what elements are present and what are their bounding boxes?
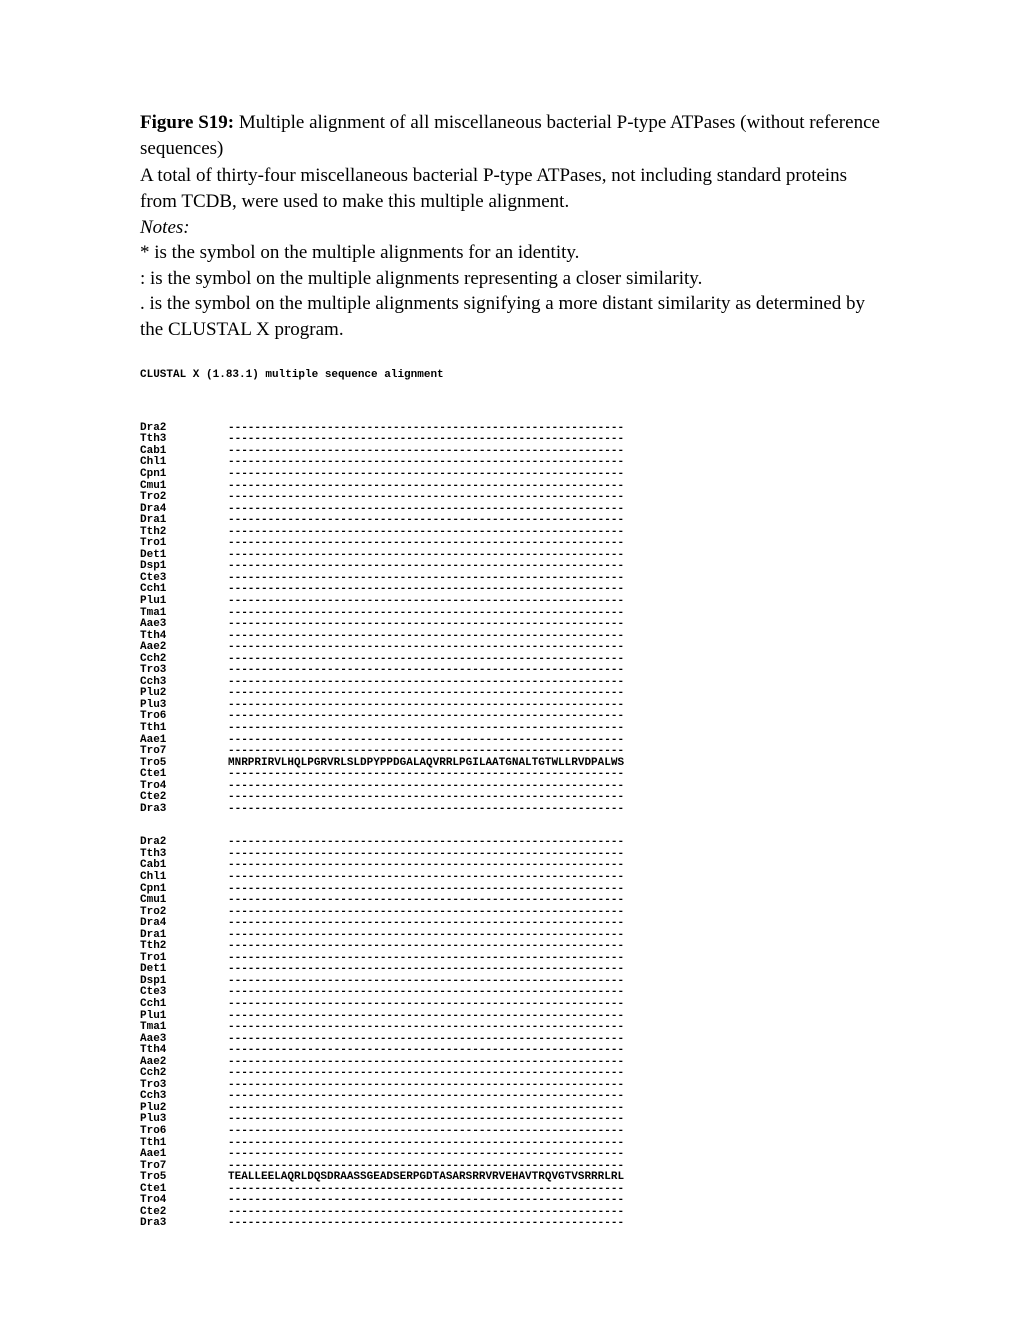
alignment-row-sequence: ----------------------------------------… — [228, 596, 624, 608]
alignment-row-label: Chl1 — [140, 872, 228, 884]
alignment-row: Aae1------------------------------------… — [140, 1149, 880, 1161]
alignment-row: Dra1------------------------------------… — [140, 515, 880, 527]
alignment-row: Dra4------------------------------------… — [140, 918, 880, 930]
alignment-row-sequence: ----------------------------------------… — [228, 515, 624, 527]
alignment-row-label: Cch1 — [140, 999, 228, 1011]
alignment-row-label: Dra1 — [140, 515, 228, 527]
alignment-row: Aae3------------------------------------… — [140, 619, 880, 631]
alignment-row-label: Plu1 — [140, 596, 228, 608]
figure-title: Figure S19: Multiple alignment of all mi… — [140, 110, 880, 161]
alignment-row-sequence: ----------------------------------------… — [228, 999, 624, 1011]
alignment-row: Tro7------------------------------------… — [140, 746, 880, 758]
alignment-block-gap — [140, 401, 880, 423]
alignment-row-label: Tma1 — [140, 1022, 228, 1034]
alignment-row-sequence: ----------------------------------------… — [228, 469, 624, 481]
figure-description: A total of thirty-four miscellaneous bac… — [140, 163, 880, 214]
alignment-row: Plu1------------------------------------… — [140, 596, 880, 608]
note-dot: . is the symbol on the multiple alignmen… — [140, 291, 880, 342]
alignment-row: Tma1------------------------------------… — [140, 1022, 880, 1034]
alignment-row-label: Tro6 — [140, 1126, 228, 1138]
alignment-row-sequence: ----------------------------------------… — [228, 1218, 624, 1230]
alignment-row-sequence: ----------------------------------------… — [228, 895, 624, 907]
alignment-row: Dra3------------------------------------… — [140, 804, 880, 816]
note-colon: : is the symbol on the multiple alignmen… — [140, 266, 880, 292]
alignment-row: Cpn1------------------------------------… — [140, 469, 880, 481]
alignment-row-label: Aae3 — [140, 619, 228, 631]
alignment-row-label: Dra4 — [140, 918, 228, 930]
alignment-row: Dra3------------------------------------… — [140, 1218, 880, 1230]
alignment-row-sequence: ----------------------------------------… — [228, 769, 624, 781]
alignment-row-sequence: ----------------------------------------… — [228, 642, 624, 654]
figure-label: Figure S19: — [140, 112, 234, 133]
alignment-row-sequence: ----------------------------------------… — [228, 1149, 624, 1161]
alignment-row-label: Tro2 — [140, 492, 228, 504]
alignment-row-label: Cte1 — [140, 769, 228, 781]
alignment-row-sequence: ----------------------------------------… — [228, 723, 624, 735]
alignment-row-label: Tth1 — [140, 723, 228, 735]
alignment-row-sequence: ----------------------------------------… — [228, 746, 624, 758]
notes-label: Notes: — [140, 215, 880, 241]
alignment-block: Dra2------------------------------------… — [140, 401, 880, 1230]
alignment-row: Tro2------------------------------------… — [140, 492, 880, 504]
alignment-row: Tth1------------------------------------… — [140, 723, 880, 735]
note-star: * is the symbol on the multiple alignmen… — [140, 240, 880, 266]
alignment-row: Tro6------------------------------------… — [140, 1126, 880, 1138]
alignment-block-gap — [140, 815, 880, 837]
alignment-row: Aae2------------------------------------… — [140, 642, 880, 654]
alignment-row-label: Tro7 — [140, 746, 228, 758]
alignment-row-sequence: ----------------------------------------… — [228, 492, 624, 504]
figure-title-rest: Multiple alignment of all miscellaneous … — [140, 112, 880, 159]
clustal-program-line: CLUSTAL X (1.83.1) multiple sequence ali… — [140, 369, 880, 381]
alignment-row-sequence: ----------------------------------------… — [228, 1126, 624, 1138]
alignment-row: Cmu1------------------------------------… — [140, 895, 880, 907]
alignment-row-label: Aae2 — [140, 642, 228, 654]
alignment-row: Cch1------------------------------------… — [140, 999, 880, 1011]
alignment-row-label: Cpn1 — [140, 469, 228, 481]
alignment-row-sequence: ----------------------------------------… — [228, 872, 624, 884]
alignment-row-sequence: ----------------------------------------… — [228, 1022, 624, 1034]
alignment-row: Chl1------------------------------------… — [140, 872, 880, 884]
alignment-row-sequence: ----------------------------------------… — [228, 804, 624, 816]
alignment-row: Cte1------------------------------------… — [140, 769, 880, 781]
alignment-row-label: Dra3 — [140, 804, 228, 816]
alignment-row-label: Aae1 — [140, 1149, 228, 1161]
alignment-row-sequence: ----------------------------------------… — [228, 918, 624, 930]
alignment-row-sequence: ----------------------------------------… — [228, 619, 624, 631]
alignment-row-label: Cmu1 — [140, 895, 228, 907]
alignment-row-label: Dra3 — [140, 1218, 228, 1230]
